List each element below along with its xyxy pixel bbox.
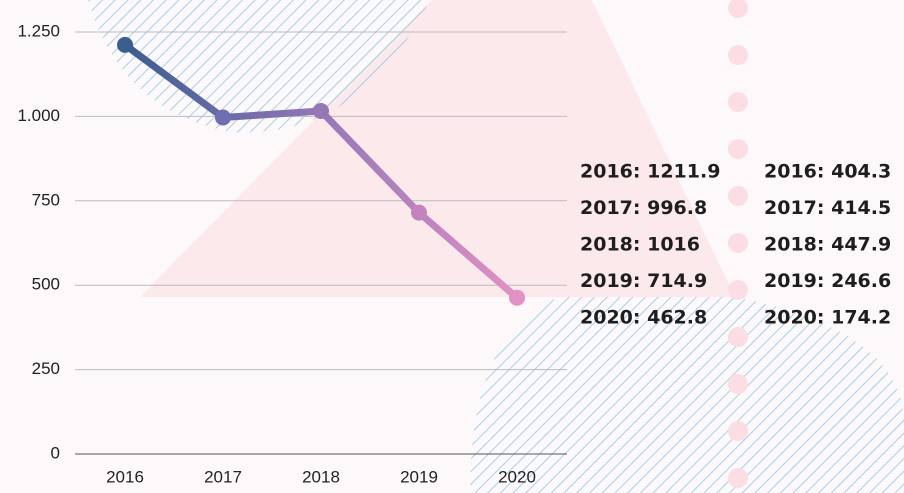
point xyxy=(509,289,525,306)
plot: 0 250 500 750 1.000 1.250 2016 2017 2018 2019 2020… xyxy=(17,21,891,486)
value-label: 2018: 1016 xyxy=(580,234,700,256)
value-label: 2016: 404.3 xyxy=(764,161,891,183)
decor-dot xyxy=(728,327,748,347)
decor-dot xyxy=(728,374,748,394)
decor-dot xyxy=(728,92,748,112)
decor-dot xyxy=(728,0,748,18)
point xyxy=(411,204,427,221)
decor-hatch xyxy=(470,297,904,493)
value-label: 2017: 414.5 xyxy=(764,197,891,219)
value-label: 2020: 174.2 xyxy=(764,307,891,329)
decor-dot xyxy=(728,139,748,159)
value-label: 2019: 714.9 xyxy=(580,270,707,292)
y-tick-label: 750 xyxy=(32,190,60,209)
x-tick-label: 2019 xyxy=(400,467,438,486)
point xyxy=(215,109,231,126)
x-tick-label: 2020 xyxy=(498,467,536,486)
decor-dot xyxy=(728,468,748,488)
value-label: 2018: 447.9 xyxy=(764,234,891,256)
decor-dot xyxy=(728,186,748,206)
value-label: 2016: 1211.9 xyxy=(580,161,720,183)
value-label: 2017: 996.8 xyxy=(580,197,707,219)
y-tick-label: 0 xyxy=(51,443,60,462)
y-tick-label: 1.000 xyxy=(17,106,60,125)
decor-triangle xyxy=(140,0,735,297)
decor-dot xyxy=(728,233,748,253)
decor-dot xyxy=(728,280,748,300)
decor-hatch xyxy=(88,0,430,133)
y-tick-label: 250 xyxy=(32,359,60,378)
point xyxy=(117,36,133,53)
y-tick-label: 500 xyxy=(32,275,60,294)
x-tick-label: 2018 xyxy=(302,467,340,486)
decor-dot xyxy=(728,421,748,441)
value-label: 2020: 462.8 xyxy=(580,307,707,329)
decor-dot xyxy=(728,45,748,65)
x-tick-label: 2017 xyxy=(204,467,242,486)
decor-dots xyxy=(728,0,748,488)
point xyxy=(313,102,329,119)
value-label: 2019: 246.6 xyxy=(764,270,891,292)
y-tick-label: 1.250 xyxy=(17,21,60,40)
x-tick-label: 2016 xyxy=(106,467,144,486)
